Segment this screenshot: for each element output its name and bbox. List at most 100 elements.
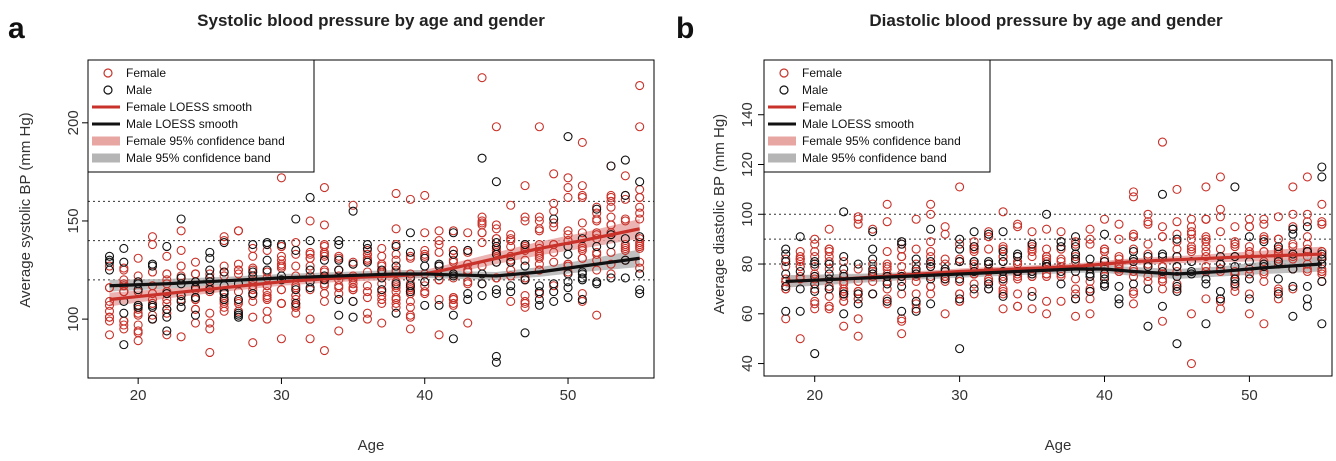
female-point [420,190,430,200]
female-point [491,273,501,283]
male-point [291,214,301,224]
female-point [1157,276,1168,286]
female-point [391,298,401,308]
male-point [319,255,329,265]
male-point [549,287,559,297]
female-point [176,332,186,342]
male-point [897,237,907,247]
female-point [219,306,229,316]
female-point [810,247,820,257]
male-point [1317,162,1327,172]
female-point [926,237,936,247]
male-point [1273,242,1283,252]
female-point [262,306,272,316]
female-point [276,261,286,271]
male-point [1244,274,1254,284]
male-point [882,296,892,306]
female-point [276,241,286,252]
male-point [534,287,544,297]
male-point [334,236,344,246]
female-point [305,216,315,226]
female-point [477,218,487,228]
male-point [853,259,863,269]
male-point [868,244,878,254]
y-tick-label: 200 [65,110,82,135]
female-point [1201,294,1211,304]
female-point [1201,237,1211,247]
female-point [291,283,301,293]
male-point [1027,239,1037,249]
x-tick-label: 40 [1096,387,1113,404]
female-point [1099,214,1110,224]
male-point [868,254,878,264]
female-point [1273,284,1283,294]
female-point [448,226,458,236]
axis-ticks-b: 20 30 40 50 40 60 80 100 120 140 [739,102,1258,404]
male-point [781,269,791,279]
female-point [635,243,645,253]
male-point [448,310,458,320]
male-point [1172,261,1182,272]
male-point [781,244,791,254]
male-point [781,306,791,316]
female-point [162,251,172,261]
female-point [940,254,950,264]
male-point [563,292,573,303]
male-point [998,227,1008,237]
female-point [1128,244,1139,254]
panel-b-diastolic-chart: b Diastolic blood pressure by age and ge… [668,0,1336,456]
female-point [940,229,950,239]
male-point [984,284,994,294]
female-point [434,247,444,257]
male-point [362,239,372,250]
male-point [147,261,158,271]
female-point [104,312,115,322]
female-point [1172,237,1182,247]
female-point [635,214,645,224]
legend-male-marker [779,85,789,95]
female-point [248,291,258,301]
female-point [592,214,602,224]
female-point [405,194,415,204]
female-point [1070,289,1081,299]
female-point [926,247,936,257]
plot-frame-a [87,59,655,379]
female-point [620,243,630,253]
female-point [563,192,573,202]
y-tick-label: 120 [739,152,756,177]
female-point [276,298,286,308]
female-point [391,255,401,265]
female-point [1317,217,1327,227]
female-point [824,304,834,314]
male-point [577,294,587,305]
female-point [1201,252,1211,262]
female-point [1302,172,1312,182]
male-point [1157,189,1168,199]
female-point [477,228,487,238]
female-point [319,265,329,275]
female-point [104,306,115,316]
female-point [190,269,201,279]
female-point [1186,247,1196,257]
female-point [276,285,286,295]
female-point [190,304,201,314]
loess-lines-b [785,252,1322,284]
female-point [520,302,530,312]
female-point [176,245,186,255]
male-point [1230,274,1240,284]
female-point [1288,209,1298,219]
female-point [1085,309,1095,319]
female-point [1013,289,1023,299]
female-point [276,255,286,265]
female-point [1042,224,1052,234]
female-point [362,287,372,297]
female-point [276,251,286,261]
male-point [491,238,501,248]
male-point [1085,286,1095,296]
male-point [104,251,115,261]
male-point [348,296,358,306]
female-point [506,241,516,252]
male-point [1201,319,1211,329]
female-point [506,230,516,240]
systolic-chart-svg: a Systolic blood pressure by age and gen… [8,11,655,454]
